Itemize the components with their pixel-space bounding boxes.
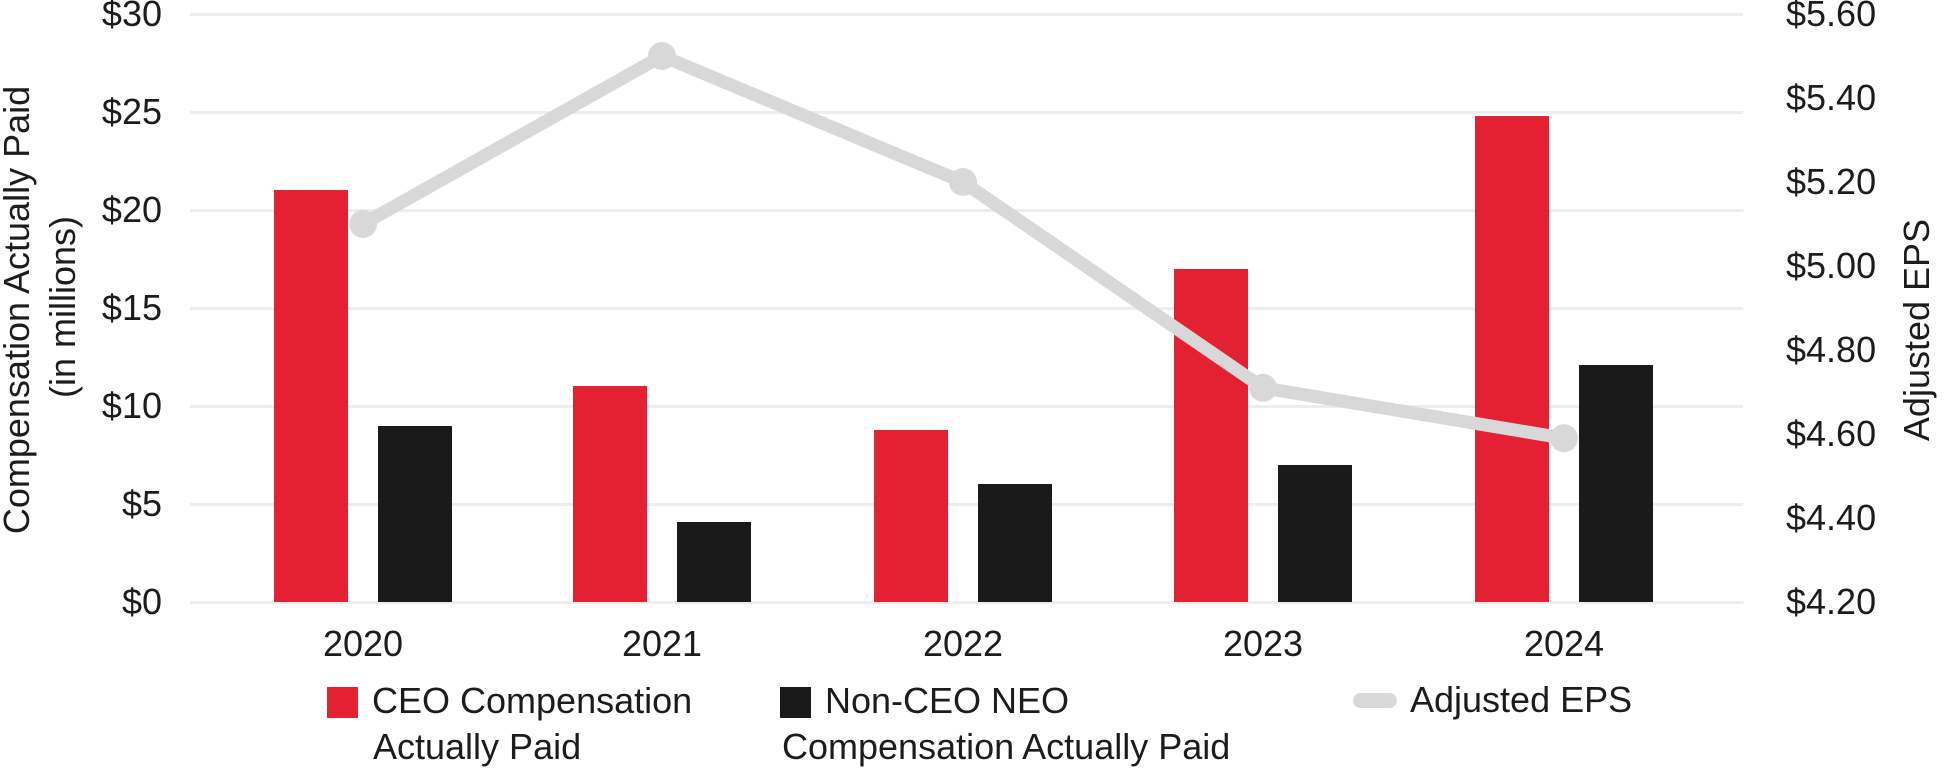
x-axis-label-2022: 2022 — [922, 623, 1004, 664]
adjusted-eps-marker-2024 — [1550, 424, 1578, 453]
left-axis-tick: $20 — [101, 189, 162, 230]
x-axis-label-2023: 2023 — [1222, 623, 1304, 664]
legend-label-ceo-cap-line2: Actually Paid — [373, 726, 582, 767]
right-axis-tick: $4.60 — [1786, 413, 1877, 454]
right-axis-tick: $5.00 — [1786, 245, 1877, 286]
neo-cap-bar-2024 — [1579, 364, 1653, 602]
right-axis-tick: $5.60 — [1786, 0, 1877, 34]
gridline — [190, 601, 1743, 604]
right-axis-tick: $5.20 — [1786, 161, 1877, 202]
left-axis-tick: $0 — [121, 581, 162, 622]
neo-cap-bar-2021 — [677, 521, 751, 602]
left-axis-tick: $5 — [121, 483, 162, 524]
gridline — [190, 13, 1743, 16]
gridline — [190, 405, 1743, 408]
right-axis-title: Adjusted EPS — [1896, 218, 1937, 442]
x-axis-label-2024: 2024 — [1523, 623, 1605, 664]
adjusted-eps-marker-2023 — [1249, 373, 1277, 402]
ceo-cap-bar-2021 — [573, 386, 647, 602]
legend-label-adjusted-eps-line1: Adjusted EPS — [1410, 679, 1633, 720]
gridline — [190, 503, 1743, 506]
ceo-cap-bar-2022 — [874, 429, 948, 602]
left-axis-title: Compensation Actually Paid — [0, 85, 37, 535]
gridline — [190, 307, 1743, 310]
legend-swatch-adjusted-eps-pill-icon — [1353, 693, 1397, 708]
x-axis-label-2020: 2020 — [322, 623, 404, 664]
legend-label-ceo-cap-line1: CEO Compensation — [372, 680, 693, 721]
x-axis-label-2021: 2021 — [621, 623, 703, 664]
ceo-cap-bar-2024 — [1475, 115, 1549, 602]
right-axis-tick: $4.80 — [1786, 329, 1877, 370]
adjusted-eps-marker-2021 — [648, 42, 676, 70]
right-axis-tick: $4.20 — [1786, 581, 1877, 622]
gridline — [190, 111, 1743, 114]
neo-cap-bar-2022 — [978, 484, 1052, 602]
left-axis-tick: $30 — [101, 0, 162, 34]
legend-label-neo-cap-line2: Compensation Actually Paid — [782, 726, 1231, 767]
neo-cap-bar-2020 — [378, 425, 452, 602]
right-axis-tick: $4.40 — [1786, 497, 1877, 538]
ceo-cap-bar-2023 — [1174, 268, 1248, 602]
left-axis-tick: $15 — [101, 287, 162, 328]
adjusted-eps-marker-2022 — [949, 168, 977, 196]
ceo-cap-bar-2020 — [274, 190, 348, 602]
left-axis-title-units: (in millions) — [42, 215, 83, 399]
gridline — [190, 209, 1743, 212]
left-axis-tick: $10 — [101, 385, 162, 426]
legend-swatch-neo-cap-square-icon — [780, 687, 811, 718]
left-axis-tick: $25 — [101, 91, 162, 132]
neo-cap-bar-2023 — [1278, 464, 1352, 602]
legend-label-neo-cap-line1: Non-CEO NEO — [825, 680, 1070, 721]
adjusted-eps-marker-2020 — [349, 210, 377, 238]
adjusted-eps-line — [356, 49, 1571, 445]
legend-swatch-ceo-cap-square-icon — [327, 687, 358, 718]
right-axis-tick: $5.40 — [1786, 77, 1877, 118]
